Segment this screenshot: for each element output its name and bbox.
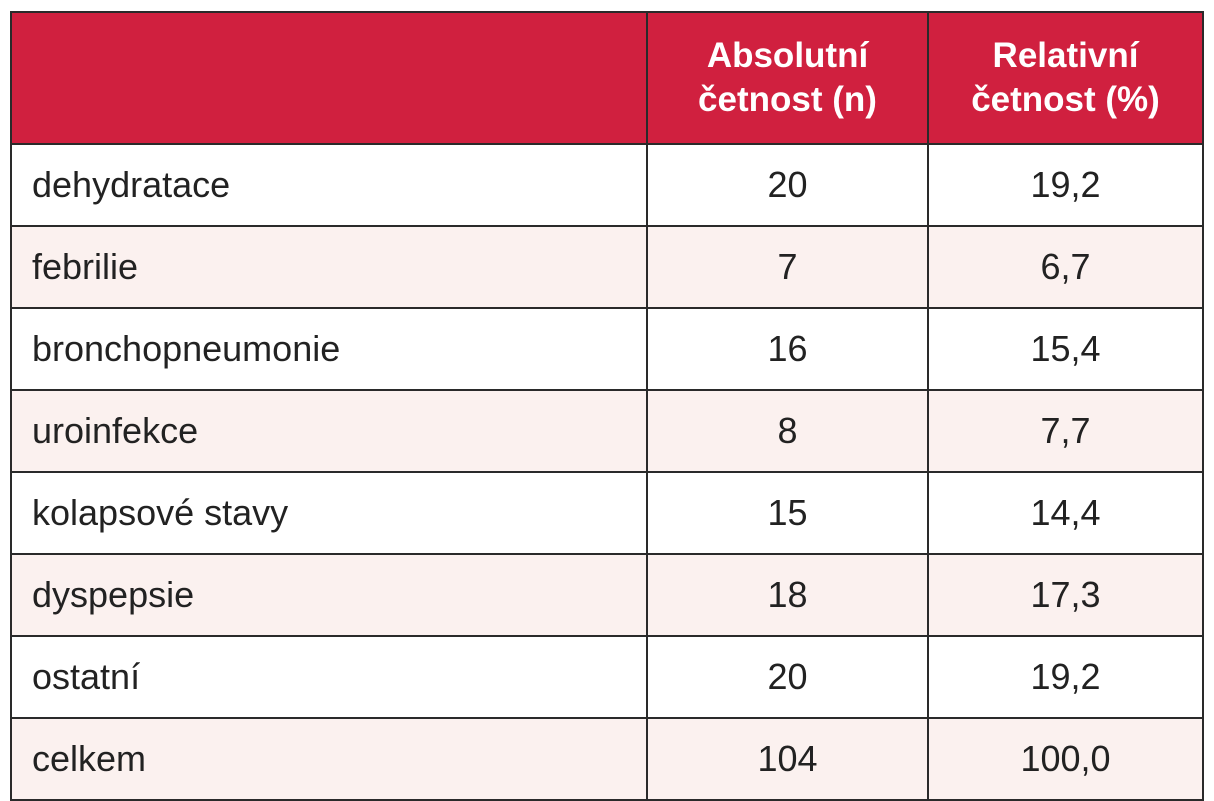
row-absolute: 15 <box>646 471 929 555</box>
header-absolute-line1: Absolutní <box>706 36 869 75</box>
row-absolute: 18 <box>646 553 929 637</box>
header-cell-label <box>10 11 648 145</box>
row-absolute: 20 <box>646 143 929 227</box>
header-absolute-line2: četnost (n) <box>698 80 877 119</box>
row-absolute: 16 <box>646 307 929 391</box>
table-row: bronchopneumonie 16 15,4 <box>10 307 1204 391</box>
table-row: febrilie 7 6,7 <box>10 225 1204 309</box>
row-relative: 15,4 <box>927 307 1204 391</box>
frequency-table: Absolutní četnost (n) Relativní četnost … <box>10 11 1204 801</box>
table-row-total: celkem 104 100,0 <box>10 717 1204 801</box>
table-body: dehydratace 20 19,2 febrilie 7 6,7 bronc… <box>10 143 1204 801</box>
row-label: kolapsové stavy <box>10 471 648 555</box>
table-row: dehydratace 20 19,2 <box>10 143 1204 227</box>
row-label: ostatní <box>10 635 648 719</box>
row-absolute: 7 <box>646 225 929 309</box>
row-absolute: 104 <box>646 717 929 801</box>
row-relative: 19,2 <box>927 635 1204 719</box>
row-label: dyspepsie <box>10 553 648 637</box>
row-label: celkem <box>10 717 648 801</box>
header-relative-line1: Relativní <box>992 36 1139 75</box>
table-row: kolapsové stavy 15 14,4 <box>10 471 1204 555</box>
table-row: dyspepsie 18 17,3 <box>10 553 1204 637</box>
table-header: Absolutní četnost (n) Relativní četnost … <box>10 11 1204 145</box>
row-relative: 14,4 <box>927 471 1204 555</box>
header-cell-relative: Relativní četnost (%) <box>927 11 1204 145</box>
row-label: febrilie <box>10 225 648 309</box>
row-relative: 17,3 <box>927 553 1204 637</box>
row-label: uroinfekce <box>10 389 648 473</box>
row-relative: 7,7 <box>927 389 1204 473</box>
row-relative: 100,0 <box>927 717 1204 801</box>
header-cell-absolute: Absolutní četnost (n) <box>646 11 929 145</box>
row-absolute: 20 <box>646 635 929 719</box>
header-relative-line2: četnost (%) <box>971 80 1160 119</box>
row-relative: 6,7 <box>927 225 1204 309</box>
table-row: ostatní 20 19,2 <box>10 635 1204 719</box>
row-relative: 19,2 <box>927 143 1204 227</box>
row-absolute: 8 <box>646 389 929 473</box>
table-row: uroinfekce 8 7,7 <box>10 389 1204 473</box>
row-label: bronchopneumonie <box>10 307 648 391</box>
row-label: dehydratace <box>10 143 648 227</box>
header-row: Absolutní četnost (n) Relativní četnost … <box>10 11 1204 145</box>
